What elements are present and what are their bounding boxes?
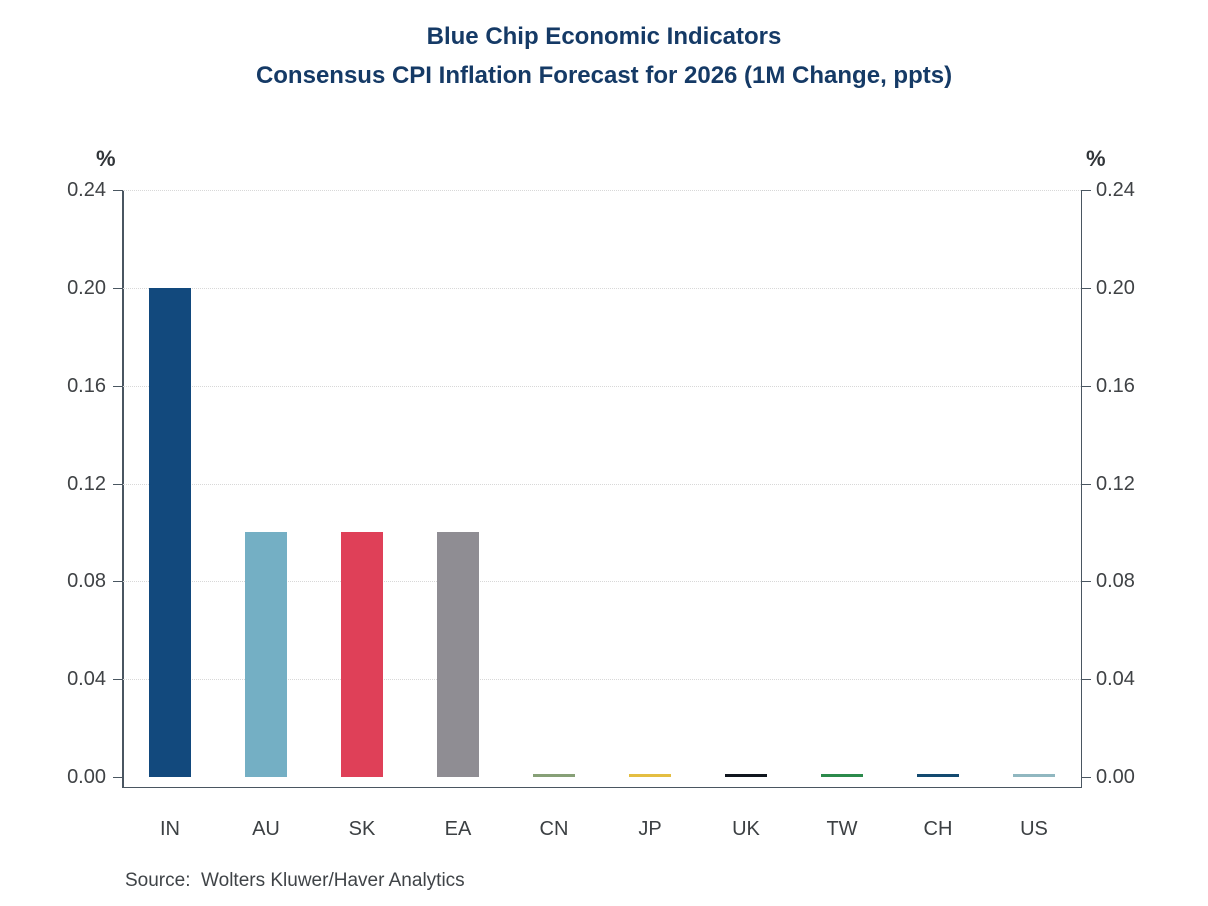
y-axis-label-ylab-left-0.08: 0.08 [67, 570, 106, 593]
x-axis-label-TW: TW [826, 818, 858, 840]
chart-title-line1: Blue Chip Economic Indicators [426, 23, 782, 50]
bar-US [1013, 773, 1055, 777]
y-axis-label-ylab-right-0.12: 0.12 [1096, 472, 1135, 495]
tick-right-0.24 [1082, 190, 1091, 191]
bar-CH [917, 773, 959, 777]
tick-left-0.16 [113, 385, 122, 387]
source-note: Source: Wolters Kluwer/Haver Analytics [125, 870, 465, 891]
x-axis-label-AU: AU [252, 818, 280, 840]
y-axis-label-ylab-right-0.16: 0.16 [1096, 374, 1135, 397]
bar-EA [437, 532, 479, 777]
x-axis-label-CN: CN [539, 818, 569, 840]
bar-JP [629, 773, 671, 777]
tick-right-0.12 [1082, 483, 1091, 485]
y-axis-unit-right: % [1086, 146, 1106, 171]
x-axis-line [122, 786, 1082, 788]
y-axis-label-ylab-left-0.12: 0.12 [67, 472, 106, 495]
x-axis-label-IN: IN [160, 818, 180, 840]
gridline-0.24 [123, 190, 1081, 191]
tick-right-0.20 [1082, 287, 1091, 289]
y-axis-label-ylab-right-0.20: 0.20 [1096, 276, 1135, 299]
bar-UK [725, 773, 767, 777]
gridline-0.08 [123, 581, 1081, 583]
y-axis-label-ylab-left-0.24: 0.24 [67, 179, 106, 201]
bar-AU [245, 532, 287, 777]
plot-area [113, 190, 1091, 788]
tick-left-0.00 [113, 777, 122, 778]
x-axis-label-EA: EA [444, 818, 472, 840]
tick-left-0.08 [113, 581, 122, 583]
tick-left-0.20 [113, 287, 122, 289]
gridline-0.16 [123, 385, 1081, 387]
x-axis-label-UK: UK [732, 818, 760, 840]
bar-CN [533, 773, 575, 777]
tick-right-0.16 [1082, 385, 1091, 387]
gridline-0.12 [123, 483, 1081, 485]
y-axis-label-ylab-right-0.04: 0.04 [1096, 668, 1135, 691]
chart-title: Blue Chip Economic Indicators Consensus … [0, 17, 1208, 95]
y-axis-unit-left: % [96, 146, 116, 171]
y-axis-label-ylab-right-0.08: 0.08 [1096, 570, 1135, 593]
tick-right-0.04 [1082, 679, 1091, 681]
tick-right-0.00 [1082, 777, 1091, 778]
gridline-0.04 [123, 679, 1081, 681]
chart-title-line2: Consensus CPI Inflation Forecast for 202… [255, 62, 953, 89]
y-axis-label-ylab-left-0.00: 0.00 [67, 766, 106, 788]
y-axis-label-ylab-right-0.00: 0.00 [1096, 766, 1135, 788]
x-axis-label-SK: SK [348, 818, 376, 840]
x-axis-label-US: US [1020, 818, 1048, 840]
tick-left-0.12 [113, 483, 122, 485]
x-axis-label-JP: JP [638, 818, 662, 840]
x-axis-label-CH: CH [923, 818, 953, 840]
y-axis-label-ylab-right-0.24: 0.24 [1096, 179, 1135, 201]
bar-TW [821, 773, 863, 777]
y-axis-label-ylab-left-0.04: 0.04 [67, 668, 106, 691]
tick-left-0.24 [113, 190, 122, 191]
y-axis-line-right [1080, 190, 1082, 788]
tick-left-0.04 [113, 679, 122, 681]
y-axis-label-ylab-left-0.20: 0.20 [67, 276, 106, 299]
y-axis-line-left [122, 190, 124, 788]
gridline-0.20 [123, 287, 1081, 289]
tick-right-0.08 [1082, 581, 1091, 583]
bar-IN [149, 287, 191, 777]
y-axis-label-ylab-left-0.16: 0.16 [67, 374, 106, 397]
bar-SK [341, 532, 383, 777]
